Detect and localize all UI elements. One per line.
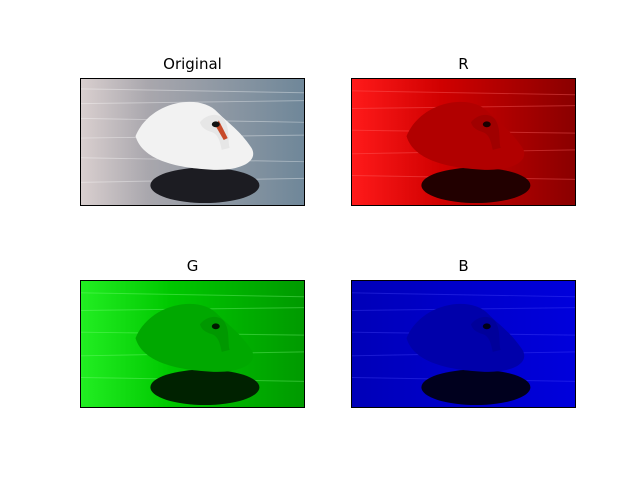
swan-image-r [352, 79, 575, 205]
image-panel-g [80, 280, 305, 408]
swan-image-original [81, 79, 304, 205]
image-panel-b [351, 280, 576, 408]
image-panel-original [80, 78, 305, 206]
panel-title-b: B [351, 257, 576, 275]
image-panel-r [351, 78, 576, 206]
panel-title-original: Original [80, 55, 305, 73]
swan-image-g [81, 281, 304, 407]
panel-title-r: R [351, 55, 576, 73]
swan-image-b [352, 281, 575, 407]
panel-title-g: G [80, 257, 305, 275]
